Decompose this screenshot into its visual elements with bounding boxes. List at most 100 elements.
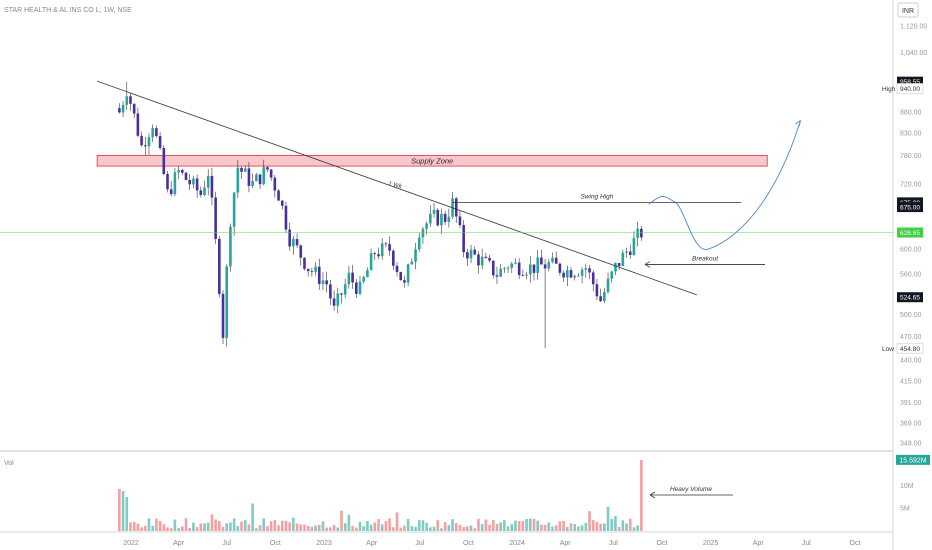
volume-bar bbox=[155, 518, 158, 531]
volume-bar bbox=[140, 527, 143, 531]
volume-bar bbox=[495, 524, 499, 531]
candle-body bbox=[640, 228, 643, 238]
price-badge bbox=[896, 83, 924, 95]
candle-body bbox=[480, 256, 484, 266]
volume-bar bbox=[118, 489, 121, 531]
candle-body bbox=[577, 275, 580, 277]
volume-bar bbox=[469, 525, 473, 531]
volume-bar bbox=[599, 523, 602, 531]
candle-body bbox=[303, 257, 306, 269]
volume-bar bbox=[525, 518, 528, 531]
candle-body bbox=[617, 262, 621, 266]
volume-bar bbox=[280, 520, 284, 531]
candle-body bbox=[280, 200, 284, 206]
volume-bar bbox=[273, 520, 277, 531]
candle-body bbox=[354, 282, 358, 294]
volume-bar bbox=[232, 518, 236, 531]
candle-body bbox=[628, 251, 632, 255]
candle-body bbox=[469, 249, 473, 259]
candle-body bbox=[521, 275, 525, 276]
time-tick-label: Oct bbox=[657, 540, 668, 547]
volume-bar bbox=[421, 520, 425, 531]
volume-bar bbox=[380, 524, 384, 531]
volume-bar bbox=[432, 526, 436, 531]
price-tick-label: 391.00 bbox=[900, 400, 922, 407]
volume-bar bbox=[569, 523, 573, 531]
price-badge bbox=[897, 202, 923, 213]
candle-body bbox=[566, 270, 569, 278]
volume-bar bbox=[180, 526, 184, 531]
candle-body bbox=[284, 205, 288, 230]
volume-bar bbox=[377, 519, 380, 531]
candle-body bbox=[599, 296, 602, 302]
price-tick-label: 415.00 bbox=[900, 379, 922, 386]
candle-body bbox=[532, 264, 536, 273]
volume-bar bbox=[321, 521, 325, 531]
price-tick-label: 500.00 bbox=[900, 312, 922, 319]
currency-button[interactable]: INR bbox=[897, 2, 919, 18]
candle-body bbox=[210, 175, 214, 198]
volume-bar bbox=[417, 519, 421, 531]
candle-body bbox=[632, 238, 636, 255]
volume-bar bbox=[603, 523, 606, 531]
heavy-volume-arrow-head bbox=[649, 491, 656, 499]
volume-bar bbox=[621, 520, 625, 531]
candle-body bbox=[299, 245, 303, 258]
candle-body bbox=[266, 167, 269, 170]
candle-body bbox=[255, 174, 258, 182]
candle-body bbox=[591, 272, 595, 285]
volume-bar bbox=[354, 527, 358, 531]
volume-bar bbox=[480, 524, 484, 531]
volume-bar bbox=[162, 524, 166, 531]
volume-bar bbox=[255, 528, 258, 531]
candle-body bbox=[614, 262, 617, 272]
volume-bar bbox=[477, 518, 480, 531]
volume-bar bbox=[158, 521, 162, 531]
candle-body bbox=[395, 265, 399, 273]
volume-bar bbox=[425, 522, 428, 531]
volume-bar bbox=[299, 524, 303, 531]
candle-body bbox=[458, 216, 462, 226]
volume-bar bbox=[454, 523, 458, 531]
price-tick-label: 780.00 bbox=[900, 153, 922, 160]
candle-body bbox=[192, 178, 195, 185]
candle-body bbox=[325, 280, 328, 285]
volume-bar bbox=[332, 524, 336, 531]
volume-bar bbox=[606, 506, 610, 531]
volume-bar bbox=[591, 519, 595, 531]
candle-body bbox=[317, 266, 321, 284]
candle-body bbox=[514, 262, 517, 264]
volume-bar bbox=[388, 518, 391, 531]
price-tick-label: 830.00 bbox=[900, 131, 922, 138]
projection-curve bbox=[648, 120, 801, 250]
volume-bar bbox=[188, 528, 192, 531]
volume-bar bbox=[269, 521, 273, 531]
candle-body bbox=[528, 264, 532, 275]
candle-body bbox=[236, 167, 240, 193]
volume-bar bbox=[369, 524, 373, 531]
candle-body bbox=[547, 262, 551, 269]
volume-bar bbox=[410, 526, 414, 531]
candle-body bbox=[329, 284, 332, 299]
candle-body bbox=[251, 181, 254, 186]
candle-body bbox=[384, 243, 388, 245]
candle-body bbox=[595, 284, 599, 297]
candle-body bbox=[195, 178, 199, 191]
volume-bar bbox=[595, 522, 599, 531]
candle-body bbox=[158, 136, 162, 148]
volume-bar bbox=[373, 522, 377, 531]
supply-zone: Supply Zone bbox=[96, 154, 768, 167]
volume-bar bbox=[577, 526, 580, 531]
volume-bar bbox=[562, 520, 565, 531]
candle-body bbox=[358, 281, 362, 294]
candle-body bbox=[306, 268, 310, 272]
candle-body bbox=[425, 223, 428, 229]
volume-bar bbox=[614, 515, 617, 531]
price-tick-label: 440.00 bbox=[900, 358, 922, 365]
candle-body bbox=[180, 169, 184, 173]
volume-bar bbox=[229, 522, 232, 531]
volume-bar bbox=[210, 514, 214, 531]
candle-body bbox=[584, 268, 588, 270]
volume-bar bbox=[340, 510, 343, 531]
